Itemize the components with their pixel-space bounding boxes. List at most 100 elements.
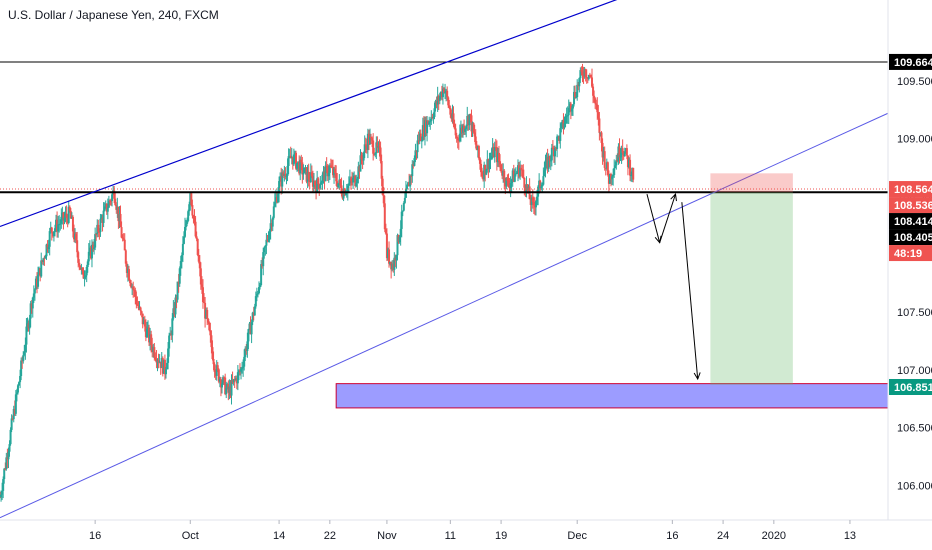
candle-body[interactable] (228, 386, 231, 393)
candle-body[interactable] (578, 78, 581, 87)
candle-body[interactable] (403, 197, 406, 203)
candle-body[interactable] (560, 123, 563, 129)
candle-body[interactable] (12, 409, 15, 420)
candle-body[interactable] (372, 140, 375, 154)
candle-body[interactable] (187, 211, 190, 221)
candle-body[interactable] (380, 161, 383, 179)
candle-body[interactable] (426, 120, 429, 134)
candle-body[interactable] (480, 163, 482, 173)
candle-body[interactable] (558, 136, 561, 141)
candle-body[interactable] (519, 167, 522, 177)
candle-body[interactable] (483, 164, 486, 180)
candle-body[interactable] (574, 91, 577, 98)
candle-body[interactable] (476, 146, 479, 151)
candle-body[interactable] (376, 142, 379, 148)
candle-body[interactable] (525, 184, 528, 193)
candle-body[interactable] (430, 116, 433, 122)
candle-body[interactable] (120, 227, 123, 238)
candle-body[interactable] (207, 318, 210, 323)
candle-body[interactable] (444, 92, 447, 94)
candle-body[interactable] (83, 276, 86, 279)
candle-body[interactable] (566, 115, 569, 117)
candle-body[interactable] (511, 170, 514, 180)
candle-body[interactable] (507, 180, 510, 186)
candle-body[interactable] (563, 123, 566, 128)
candle-body[interactable] (289, 155, 292, 159)
candle-body[interactable] (548, 156, 551, 161)
candle-body[interactable] (490, 155, 493, 159)
candle-body[interactable] (547, 156, 550, 169)
candle-body[interactable] (421, 125, 424, 141)
candle-body[interactable] (143, 319, 146, 327)
candle-body[interactable] (203, 302, 206, 304)
candle-body[interactable] (182, 236, 185, 244)
candle-body[interactable] (36, 278, 38, 287)
candle-body[interactable] (342, 189, 345, 199)
candle-body[interactable] (193, 217, 196, 222)
candle-body[interactable] (74, 233, 77, 240)
candle-body[interactable] (390, 261, 393, 270)
candle-body[interactable] (361, 159, 364, 161)
candle-body[interactable] (321, 174, 324, 183)
candle-body[interactable] (222, 377, 225, 384)
candle-body[interactable] (632, 167, 635, 180)
candle-body[interactable] (140, 311, 143, 314)
candle-body[interactable] (338, 179, 341, 184)
candle-body[interactable] (172, 308, 175, 319)
candle-body[interactable] (98, 231, 101, 233)
candle-body[interactable] (43, 258, 46, 260)
candle-body[interactable] (482, 176, 485, 180)
candle-body[interactable] (378, 146, 381, 148)
candle-body[interactable] (32, 293, 35, 298)
candle-body[interactable] (267, 239, 270, 241)
candle-body[interactable] (102, 210, 105, 223)
candle-body[interactable] (472, 123, 475, 133)
plot-area[interactable] (0, 63, 635, 502)
candle-body[interactable] (466, 115, 469, 126)
candle-body[interactable] (506, 177, 509, 181)
candle-body[interactable] (23, 351, 26, 356)
candle-body[interactable] (192, 215, 195, 218)
candle-body[interactable] (169, 333, 172, 336)
candle-body[interactable] (505, 177, 508, 187)
candle-body[interactable] (62, 212, 65, 221)
candle-body[interactable] (73, 231, 75, 240)
candle-body[interactable] (302, 173, 305, 175)
candle-body[interactable] (385, 233, 388, 259)
candle-body[interactable] (478, 158, 481, 164)
candle-body[interactable] (65, 213, 68, 218)
candle-body[interactable] (279, 176, 282, 182)
candle-body[interactable] (629, 159, 632, 176)
candle-body[interactable] (296, 163, 299, 169)
candle-body[interactable] (621, 148, 624, 153)
candle-body[interactable] (251, 312, 254, 323)
candle-body[interactable] (328, 165, 331, 173)
candle-body[interactable] (307, 171, 310, 180)
candle-body[interactable] (68, 206, 71, 211)
candle-body[interactable] (584, 69, 587, 78)
candle-body[interactable] (266, 239, 269, 241)
candle-body[interactable] (51, 232, 54, 236)
candle-body[interactable] (404, 188, 407, 198)
candle-body[interactable] (303, 167, 306, 174)
candle-body[interactable] (375, 142, 378, 154)
candle-body[interactable] (48, 231, 51, 247)
candle-body[interactable] (299, 159, 302, 174)
candle-body[interactable] (349, 178, 352, 181)
candle-body[interactable] (393, 257, 396, 270)
candle-body[interactable] (613, 168, 616, 175)
time-axis[interactable]: 16 Oct 14 22 Nov 11 19 Dec 16 24 2020 13 (89, 520, 856, 542)
candle-body[interactable] (504, 181, 507, 187)
candle-body[interactable] (360, 155, 363, 160)
candle-body[interactable] (33, 289, 36, 294)
candle-body[interactable] (290, 156, 293, 159)
candle-body[interactable] (94, 234, 97, 248)
candle-body[interactable] (270, 223, 273, 227)
candle-body[interactable] (247, 329, 250, 342)
candle-body[interactable] (467, 115, 470, 126)
candle-body[interactable] (335, 172, 338, 182)
candle-body[interactable] (527, 186, 530, 191)
candle-body[interactable] (66, 217, 69, 223)
candle-body[interactable] (304, 167, 307, 169)
candle-body[interactable] (540, 186, 543, 189)
